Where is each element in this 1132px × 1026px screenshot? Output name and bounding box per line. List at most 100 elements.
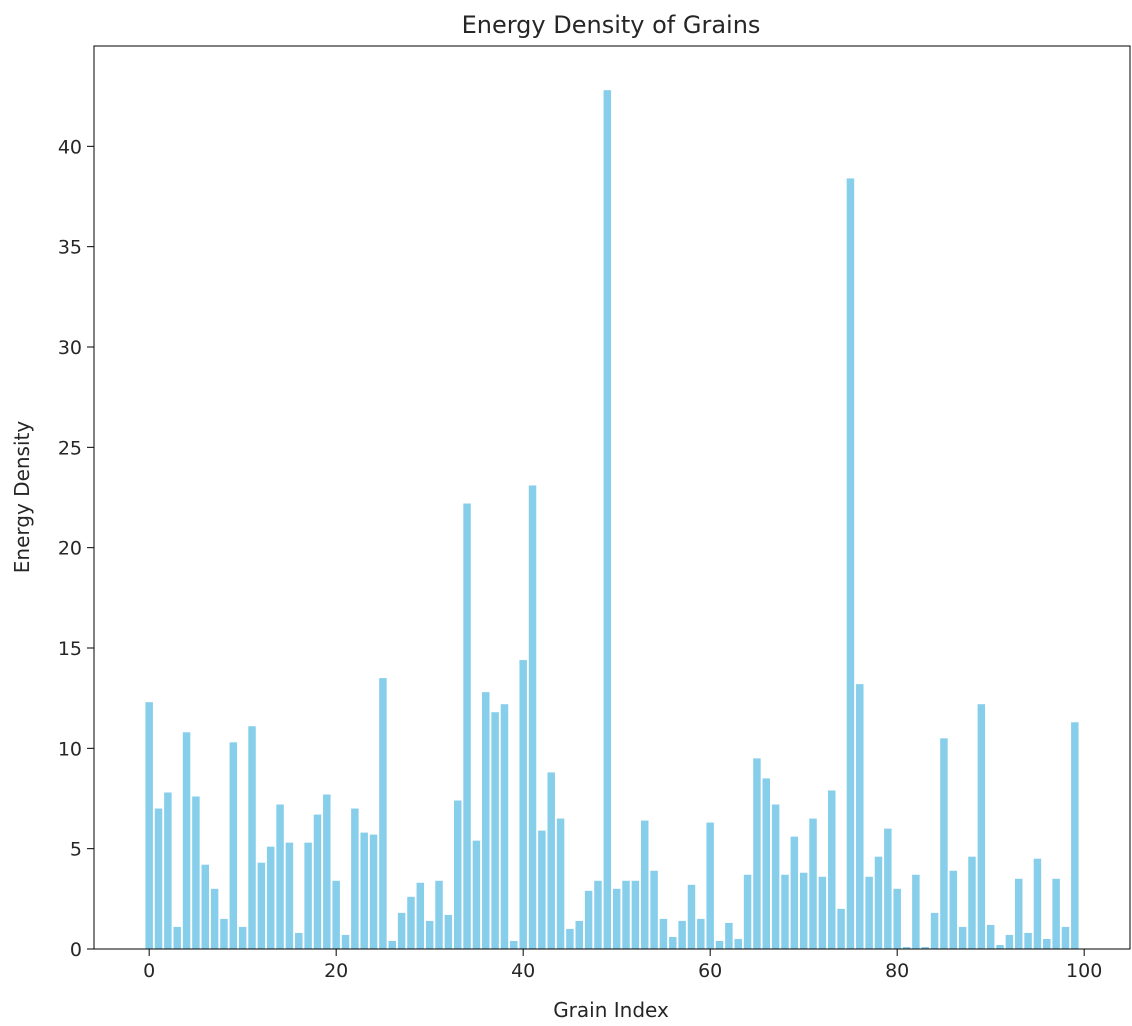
bar-53 — [640, 820, 649, 949]
x-tick-label: 80 — [885, 960, 909, 982]
bar-3 — [173, 926, 181, 949]
x-tick-label: 40 — [511, 960, 535, 982]
y-axis-label: Energy Density — [10, 421, 34, 574]
bar-14 — [276, 804, 284, 949]
bar-51 — [622, 880, 630, 949]
bar-80 — [893, 888, 901, 949]
bar-65 — [753, 758, 761, 949]
bar-25 — [379, 678, 387, 949]
bar-38 — [500, 704, 509, 949]
bar-68 — [781, 874, 789, 949]
bar-72 — [818, 876, 827, 949]
chart-title: Energy Density of Grains — [462, 11, 761, 39]
bar-58 — [687, 884, 696, 949]
bar-0 — [145, 702, 153, 949]
x-axis-label: Grain Index — [553, 998, 669, 1022]
bar-11 — [248, 726, 256, 949]
bar-96 — [1043, 938, 1051, 949]
bar-73 — [827, 790, 836, 949]
bar-32 — [444, 914, 453, 949]
y-tick-label: 30 — [58, 337, 82, 359]
bar-82 — [912, 874, 920, 949]
bar-36 — [482, 692, 490, 949]
bar-4 — [182, 732, 191, 949]
bar-83 — [921, 946, 929, 949]
bar-95 — [1033, 858, 1042, 949]
bar-49 — [603, 90, 612, 949]
bar-27 — [397, 912, 406, 949]
bar-26 — [388, 940, 397, 949]
bars-group — [145, 90, 1079, 949]
bar-77 — [865, 876, 873, 949]
bar-78 — [874, 856, 883, 949]
bar-15 — [285, 842, 294, 949]
bar-52 — [631, 880, 640, 949]
x-tick-label: 100 — [1066, 960, 1102, 982]
bar-1 — [154, 808, 163, 949]
bar-94 — [1024, 932, 1032, 949]
bar-71 — [809, 818, 817, 949]
bar-93 — [1014, 878, 1023, 949]
bar-76 — [856, 684, 864, 949]
y-tick-label: 20 — [58, 538, 82, 560]
bar-98 — [1061, 926, 1070, 949]
bar-6 — [201, 864, 210, 949]
bar-86 — [949, 870, 958, 949]
x-tick-label: 60 — [698, 960, 722, 982]
bar-5 — [192, 796, 200, 949]
bar-22 — [351, 808, 359, 949]
bar-47 — [584, 890, 593, 949]
bar-59 — [697, 918, 705, 949]
bar-56 — [669, 936, 677, 949]
bar-33 — [453, 800, 462, 949]
bar-91 — [996, 944, 1004, 949]
bar-20 — [332, 880, 340, 949]
bar-29 — [416, 882, 425, 949]
bar-67 — [771, 804, 780, 949]
bar-42 — [538, 830, 546, 949]
bar-50 — [612, 888, 621, 949]
bar-18 — [313, 814, 322, 949]
x-tick-label: 0 — [143, 960, 155, 982]
x-axis-ticks: 0 20 40 60 80 100 — [143, 949, 1102, 982]
bar-74 — [837, 908, 845, 949]
y-tick-label: 5 — [70, 839, 82, 861]
bar-34 — [463, 503, 471, 949]
bar-16 — [295, 932, 303, 949]
bar-87 — [958, 926, 967, 949]
bar-84 — [930, 912, 939, 949]
bar-62 — [725, 922, 733, 949]
bar-60 — [706, 822, 714, 949]
bar-17 — [304, 842, 312, 949]
bar-57 — [678, 920, 686, 949]
bar-89 — [977, 704, 986, 949]
bar-35 — [472, 840, 481, 949]
bar-2 — [164, 792, 172, 949]
bar-75 — [846, 178, 855, 949]
bar-39 — [510, 940, 518, 949]
bar-40 — [519, 660, 527, 949]
bar-8 — [220, 918, 228, 949]
bar-9 — [229, 742, 238, 949]
bar-21 — [341, 934, 350, 949]
bar-61 — [715, 940, 724, 949]
bar-54 — [650, 870, 658, 949]
bar-13 — [266, 846, 275, 949]
y-tick-label: 0 — [70, 939, 82, 961]
bar-85 — [940, 738, 948, 949]
bar-37 — [491, 712, 499, 949]
bar-99 — [1071, 722, 1079, 949]
bar-7 — [210, 888, 219, 949]
bar-55 — [659, 918, 668, 949]
bar-44 — [556, 818, 565, 949]
y-tick-label: 25 — [58, 437, 82, 459]
bar-43 — [547, 772, 555, 949]
bar-12 — [257, 862, 266, 949]
bar-28 — [407, 896, 415, 949]
y-tick-label: 40 — [58, 136, 82, 158]
bar-23 — [360, 832, 368, 949]
bar-24 — [369, 834, 378, 949]
bar-30 — [425, 920, 434, 949]
bar-70 — [799, 872, 808, 949]
bar-90 — [986, 924, 995, 949]
